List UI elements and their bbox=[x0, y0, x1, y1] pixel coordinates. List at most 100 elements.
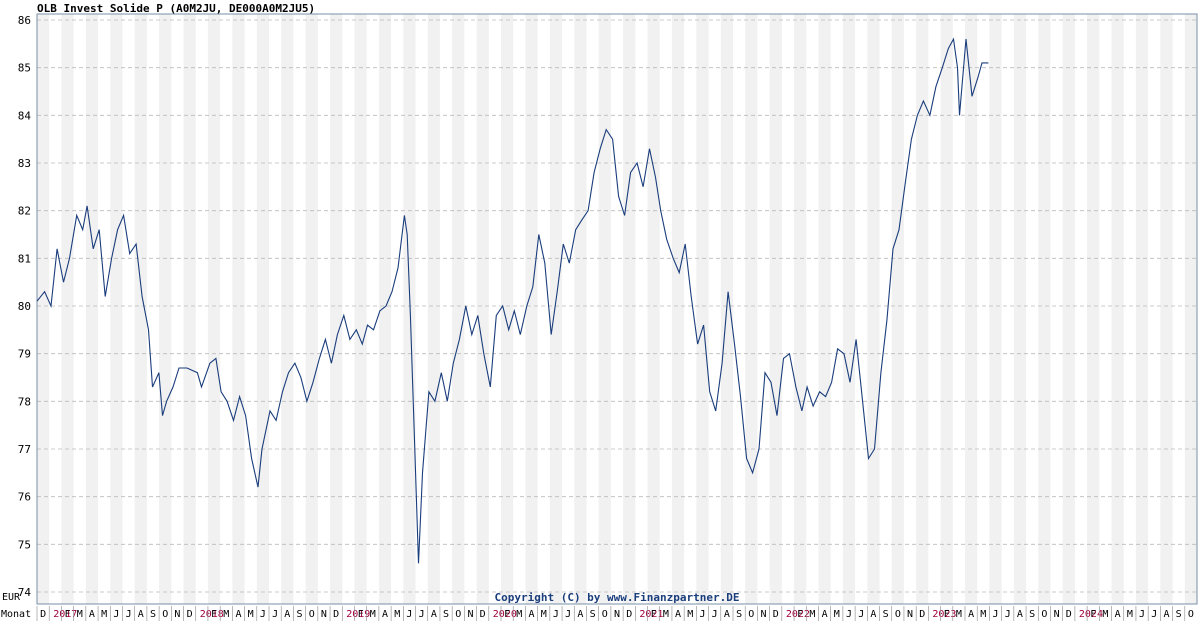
month-stripe bbox=[354, 14, 367, 604]
x-tick-label: S bbox=[1029, 609, 1035, 620]
x-tick-label: 2023 bbox=[932, 609, 956, 620]
y-tick-label: 82 bbox=[18, 205, 31, 218]
copyright-text: Copyright (C) by www.Finanzpartner.DE bbox=[494, 591, 739, 604]
x-tick-label: N bbox=[614, 609, 620, 620]
month-stripe bbox=[452, 14, 465, 604]
y-tick-label: 84 bbox=[18, 109, 32, 122]
x-tick-label: O bbox=[455, 609, 461, 620]
x-tick-label: 2021 bbox=[639, 609, 663, 620]
month-stripe bbox=[207, 14, 221, 604]
x-tick-label: J bbox=[712, 609, 718, 620]
y-tick-label: 80 bbox=[18, 300, 31, 313]
x-tick-label: O bbox=[1041, 609, 1047, 620]
month-stripe bbox=[256, 14, 269, 604]
x-tick-label: S bbox=[736, 609, 742, 620]
x-tick-label: J bbox=[260, 609, 266, 620]
x-tick-label: J bbox=[565, 609, 571, 620]
x-tick-label: N bbox=[174, 609, 180, 620]
y-axis-ticks: 74 75 76 77 78 79 80 81 82 83 84 85 86 bbox=[18, 14, 32, 599]
month-stripe bbox=[501, 14, 514, 604]
x-tick-label: A bbox=[968, 609, 974, 620]
price-line bbox=[36, 37, 989, 564]
x-tick-label: D bbox=[773, 609, 779, 620]
x-tick-label: D bbox=[333, 609, 339, 620]
x-tick-label: 2022 bbox=[786, 609, 810, 620]
y-tick-label: 76 bbox=[18, 491, 31, 504]
x-tick-label: D bbox=[187, 609, 193, 620]
month-stripe bbox=[696, 14, 709, 604]
y-tick-label: 79 bbox=[18, 348, 31, 361]
x-tick-label: F bbox=[65, 609, 71, 620]
month-stripe bbox=[525, 14, 538, 604]
month-stripe bbox=[330, 14, 343, 604]
month-stripe bbox=[989, 14, 1002, 604]
month-stripe bbox=[110, 14, 123, 604]
x-tick-label: A bbox=[138, 609, 144, 620]
x-tick-label: F bbox=[797, 609, 803, 620]
x-tick-label: M bbox=[248, 609, 254, 620]
month-stripe bbox=[134, 14, 147, 604]
x-tick-label: M bbox=[370, 609, 376, 620]
x-tick-label: J bbox=[1151, 609, 1157, 620]
y-tick-label: 77 bbox=[18, 443, 31, 456]
x-tick-label: S bbox=[297, 609, 303, 620]
plot-frame bbox=[36, 13, 1198, 605]
x-tick-label: J bbox=[1139, 609, 1145, 620]
x-tick-label: 2019 bbox=[346, 609, 370, 620]
x-tick-label: M bbox=[541, 609, 547, 620]
x-tick-label: 2017 bbox=[53, 609, 77, 620]
month-stripe bbox=[794, 14, 807, 604]
x-tick-label: M bbox=[1127, 609, 1133, 620]
x-tick-label: D bbox=[626, 609, 632, 620]
month-stripe bbox=[427, 14, 440, 604]
month-stripe bbox=[574, 14, 587, 604]
month-stripe bbox=[940, 14, 953, 604]
month-stripe bbox=[1184, 14, 1197, 604]
month-stripe bbox=[1111, 14, 1124, 604]
x-tick-label: N bbox=[467, 609, 473, 620]
x-tick-label: O bbox=[162, 609, 168, 620]
x-tick-label: F bbox=[651, 609, 657, 620]
x-tick-label: J bbox=[113, 609, 119, 620]
month-stripe bbox=[232, 14, 245, 604]
x-tick-label: N bbox=[321, 609, 327, 620]
x-axis-label: Monat bbox=[1, 609, 31, 620]
x-tick-label: A bbox=[822, 609, 828, 620]
month-stripe bbox=[1160, 14, 1173, 604]
month-stripe bbox=[867, 14, 880, 604]
month-stripe bbox=[1135, 14, 1149, 604]
x-tick-label: J bbox=[858, 609, 864, 620]
x-tick-label: A bbox=[235, 609, 241, 620]
x-tick-label: N bbox=[907, 609, 913, 620]
x-tick-label: D bbox=[40, 609, 46, 620]
x-tick-label: S bbox=[150, 609, 156, 620]
month-stripe bbox=[281, 14, 294, 604]
x-tick-label: 2018 bbox=[200, 609, 224, 620]
y-tick-label: 74 bbox=[18, 586, 32, 599]
x-tick-label: S bbox=[1176, 609, 1182, 620]
y-tick-label: 75 bbox=[18, 538, 31, 551]
month-stripe bbox=[1062, 14, 1075, 604]
month-stripe bbox=[965, 14, 978, 604]
x-tick-label: A bbox=[89, 609, 95, 620]
month-stripe bbox=[1087, 14, 1100, 604]
x-tick-label: S bbox=[443, 609, 449, 620]
x-tick-label: J bbox=[846, 609, 852, 620]
month-stripe bbox=[305, 14, 318, 604]
y-tick-label: 81 bbox=[18, 252, 31, 265]
x-tick-label: A bbox=[284, 609, 290, 620]
month-stripe bbox=[183, 14, 196, 604]
month-stripe bbox=[671, 14, 685, 604]
month-stripe bbox=[37, 14, 50, 604]
month-stripe bbox=[598, 14, 611, 604]
x-tick-label: M bbox=[394, 609, 400, 620]
month-stripe bbox=[842, 14, 856, 604]
month-stripes bbox=[37, 14, 1197, 604]
x-tick-label: M bbox=[1102, 609, 1108, 620]
month-stripe bbox=[1038, 14, 1051, 604]
x-tick-label: O bbox=[602, 609, 608, 620]
x-tick-label: M bbox=[956, 609, 962, 620]
x-tick-label: 2024 bbox=[1079, 609, 1103, 620]
